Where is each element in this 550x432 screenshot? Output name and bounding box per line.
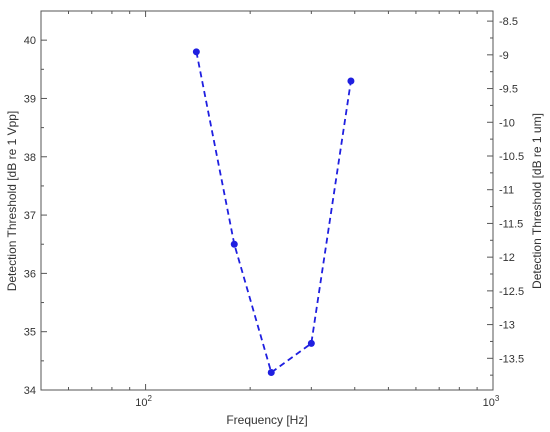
- y-axis-right-title: Detection Threshold [dB re 1 um]: [530, 113, 544, 289]
- y-left-tick-label: 39: [24, 93, 36, 105]
- x-axis-title: Frequency [Hz]: [226, 413, 307, 427]
- data-point: [230, 240, 238, 248]
- data-point: [192, 48, 200, 56]
- y-left-tick-label: 35: [24, 327, 36, 339]
- y-left-tick-label: 38: [24, 152, 36, 164]
- y-left-tick-label: 34: [24, 385, 36, 397]
- plot-frame: [40, 10, 494, 391]
- y-right-tick-label: -13: [499, 320, 515, 332]
- y-right-tick-label: -9.5: [499, 84, 518, 96]
- y-right-tick-label: -8.5: [499, 16, 518, 28]
- y-left-tick-label: 40: [24, 35, 36, 47]
- y-right-tick-label: -13.5: [499, 353, 524, 365]
- y-right-tick-label: -9: [499, 50, 509, 62]
- y-right-tick-label: -10: [499, 117, 515, 129]
- y-axis-left-title: Detection Threshold [dB re 1 Vpp]: [5, 111, 19, 292]
- y-right-tick-label: -11: [499, 185, 514, 197]
- y-axis-left-ticks: 34 35 36 37 38 39 40: [24, 10, 47, 397]
- series-group: [192, 48, 355, 377]
- series-line: [195, 51, 352, 374]
- y-right-tick-label: -12.5: [499, 286, 524, 298]
- y-right-tick-label: -11.5: [499, 218, 523, 230]
- y-axis-right-ticks: -8.5 -9 -9.5 -10 -10.5 -11 -11.5 -12 -12.5 -13 -13…: [487, 16, 524, 376]
- y-left-tick-label: 37: [24, 210, 36, 222]
- y-right-tick-label: -10.5: [499, 151, 524, 163]
- y-left-tick-label: 36: [24, 268, 36, 280]
- x-tick-label: 102: [135, 394, 152, 409]
- data-point: [347, 77, 355, 85]
- x-tick-label: 103: [483, 394, 500, 409]
- x-axis-ticks: 102 103: [68, 11, 500, 409]
- data-point: [267, 369, 275, 377]
- data-point: [307, 339, 315, 347]
- y-right-tick-label: -12: [499, 252, 515, 264]
